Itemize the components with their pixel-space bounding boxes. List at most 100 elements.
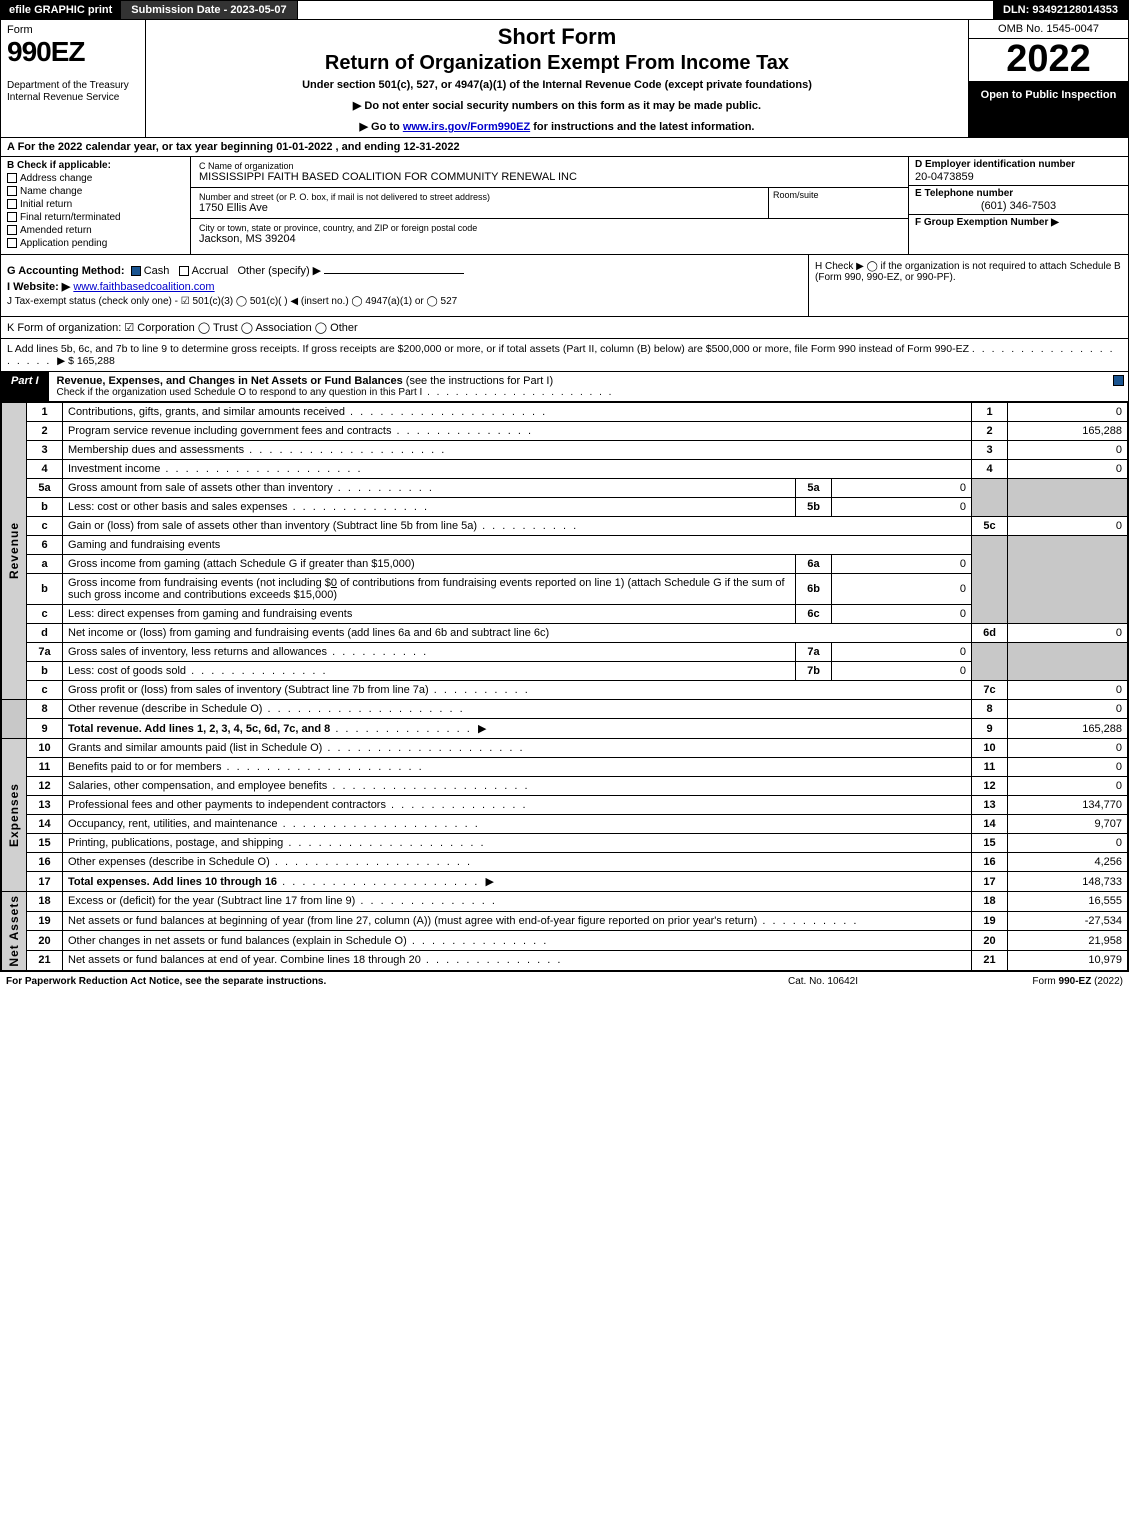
city-label: City or town, state or province, country…: [195, 221, 904, 233]
submission-date: Submission Date - 2023-05-07: [121, 1, 297, 19]
line-6c-value: 0: [832, 605, 972, 624]
c-label: C Name of organization: [195, 159, 904, 171]
omb-number: OMB No. 1545-0047: [969, 20, 1128, 39]
line-9-value: 165,288: [1008, 719, 1128, 739]
part-i-tag: Part I: [1, 372, 49, 401]
section-c-name-address: C Name of organization MISSISSIPPI FAITH…: [191, 157, 908, 254]
expenses-rotated-label: Expenses: [2, 739, 27, 892]
line-7b-desc: Less: cost of goods sold: [63, 662, 796, 681]
line-20-value: 21,958: [1008, 931, 1128, 951]
line-16-value: 4,256: [1008, 853, 1128, 872]
line-15-value: 0: [1008, 834, 1128, 853]
page-footer: For Paperwork Reduction Act Notice, see …: [0, 972, 1129, 991]
checkbox-initial-return[interactable]: [7, 199, 17, 209]
checkbox-application-pending[interactable]: [7, 238, 17, 248]
city-value: Jackson, MS 39204: [195, 233, 904, 247]
line-17-value: 148,733: [1008, 872, 1128, 892]
f-group-exemption-label: F Group Exemption Number ▶: [915, 217, 1122, 228]
room-suite: Room/suite: [768, 188, 908, 218]
line-8-value: 0: [1008, 700, 1128, 719]
d-ein-value: 20-0473859: [915, 171, 1122, 183]
checkbox-schedule-o[interactable]: [1113, 375, 1124, 386]
form-word: Form: [7, 24, 139, 36]
line-19-desc: Net assets or fund balances at beginning…: [63, 911, 972, 931]
form-title-block: Short Form Return of Organization Exempt…: [146, 20, 968, 137]
section-g-i-j: G Accounting Method: Cash Accrual Other …: [1, 255, 808, 316]
netassets-rotated-label: Net Assets: [2, 892, 27, 971]
checkbox-final-return[interactable]: [7, 212, 17, 222]
line-19-value: -27,534: [1008, 911, 1128, 931]
line-14-desc: Occupancy, rent, utilities, and maintena…: [63, 815, 972, 834]
line-12-value: 0: [1008, 777, 1128, 796]
line-6b-value: 0: [832, 574, 972, 605]
line-3-desc: Membership dues and assessments: [63, 441, 972, 460]
line-6-desc: Gaming and fundraising events: [63, 536, 972, 555]
short-form-title: Short Form: [152, 24, 962, 50]
section-b-checkboxes: B Check if applicable: Address change Na…: [1, 157, 191, 254]
checkbox-accrual[interactable]: [179, 266, 189, 276]
form-title: Return of Organization Exempt From Incom…: [152, 52, 962, 75]
section-h: H Check ▶ ◯ if the organization is not r…: [808, 255, 1128, 316]
under-section-text: Under section 501(c), 527, or 4947(a)(1)…: [152, 79, 962, 91]
line-k-form-of-org: K Form of organization: ☑ Corporation ◯ …: [1, 317, 1128, 339]
line-a-tax-year: A For the 2022 calendar year, or tax yea…: [1, 138, 1128, 157]
line-6d-desc: Net income or (loss) from gaming and fun…: [63, 624, 972, 643]
line-2-value: 165,288: [1008, 422, 1128, 441]
line-4-desc: Investment income: [63, 460, 972, 479]
form-number: 990EZ: [7, 36, 139, 68]
part-i-header: Part I Revenue, Expenses, and Changes in…: [1, 372, 1128, 402]
h-schedule-b-text: H Check ▶ ◯ if the organization is not r…: [815, 261, 1122, 283]
line-i-website: I Website: ▶ www.faithbasedcoalition.com: [7, 280, 802, 293]
line-12-desc: Salaries, other compensation, and employ…: [63, 777, 972, 796]
line-20-desc: Other changes in net assets or fund bala…: [63, 931, 972, 951]
ssn-warning: ▶ Do not enter social security numbers o…: [152, 99, 962, 112]
line-15-desc: Printing, publications, postage, and shi…: [63, 834, 972, 853]
line-6d-value: 0: [1008, 624, 1128, 643]
efile-print-link[interactable]: efile GRAPHIC print: [1, 1, 121, 19]
checkbox-amended-return[interactable]: [7, 225, 17, 235]
checkbox-address-change[interactable]: [7, 173, 17, 183]
line-13-value: 134,770: [1008, 796, 1128, 815]
b-title: B Check if applicable:: [7, 160, 184, 171]
department-text: Department of the Treasury Internal Reve…: [7, 80, 139, 104]
line-1-desc: Contributions, gifts, grants, and simila…: [63, 403, 972, 422]
e-phone-value: (601) 346-7503: [915, 200, 1122, 212]
checkbox-cash[interactable]: [131, 266, 141, 276]
dln: DLN: 93492128014353: [993, 1, 1128, 19]
paperwork-notice: For Paperwork Reduction Act Notice, see …: [6, 976, 723, 987]
line-7b-value: 0: [832, 662, 972, 681]
line-10-value: 0: [1008, 739, 1128, 758]
line-7c-value: 0: [1008, 681, 1128, 700]
street-label: Number and street (or P. O. box, if mail…: [195, 190, 764, 202]
cat-no: Cat. No. 10642I: [723, 976, 923, 987]
website-link[interactable]: www.faithbasedcoalition.com: [73, 281, 214, 293]
section-b-to-f: B Check if applicable: Address change Na…: [1, 157, 1128, 255]
irs-link[interactable]: www.irs.gov/Form990EZ: [403, 121, 530, 133]
form-header: Form 990EZ Department of the Treasury In…: [1, 20, 1128, 138]
line-2-desc: Program service revenue including govern…: [63, 422, 972, 441]
line-g-accounting: G Accounting Method: Cash Accrual Other …: [7, 264, 802, 277]
line-5b-value: 0: [832, 498, 972, 517]
line-13-desc: Professional fees and other payments to …: [63, 796, 972, 815]
line-l-gross-receipts: L Add lines 5b, 6c, and 7b to line 9 to …: [1, 339, 1128, 372]
line-3-value: 0: [1008, 441, 1128, 460]
line-9-desc: Total revenue. Add lines 1, 2, 3, 4, 5c,…: [63, 719, 972, 739]
part-i-table: Revenue 1 Contributions, gifts, grants, …: [1, 402, 1128, 971]
line-21-value: 10,979: [1008, 950, 1128, 970]
line-5a-value: 0: [832, 479, 972, 498]
form-container: efile GRAPHIC print Submission Date - 20…: [0, 0, 1129, 972]
line-21-desc: Net assets or fund balances at end of ye…: [63, 950, 972, 970]
line-8-desc: Other revenue (describe in Schedule O): [63, 700, 972, 719]
line-18-desc: Excess or (deficit) for the year (Subtra…: [63, 892, 972, 912]
e-phone-label: E Telephone number: [915, 188, 1122, 199]
d-ein-label: D Employer identification number: [915, 159, 1122, 170]
line-16-desc: Other expenses (describe in Schedule O): [63, 853, 972, 872]
line-4-value: 0: [1008, 460, 1128, 479]
section-d-e-f: D Employer identification number 20-0473…: [908, 157, 1128, 254]
form-ref: Form 990-EZ (2022): [923, 976, 1123, 987]
checkbox-name-change[interactable]: [7, 186, 17, 196]
line-5c-desc: Gain or (loss) from sale of assets other…: [63, 517, 972, 536]
line-j-tax-exempt: J Tax-exempt status (check only one) - ☑…: [7, 296, 802, 307]
line-5b-desc: Less: cost or other basis and sales expe…: [63, 498, 796, 517]
goto-instructions: ▶ Go to www.irs.gov/Form990EZ for instru…: [152, 120, 962, 133]
